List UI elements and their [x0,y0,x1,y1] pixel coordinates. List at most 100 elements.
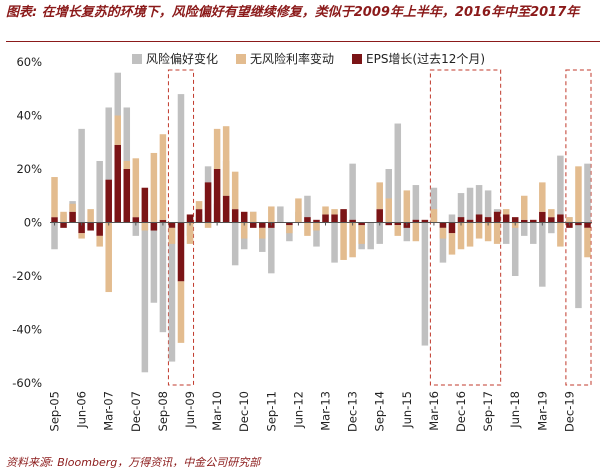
bar-risk-appetite-Mar-16 [430,187,438,223]
bar-eps-Dec-18 [530,219,537,223]
x-tick-label: Jun-18 [508,391,522,429]
bar-risk-appetite-Dec-15 [421,222,429,346]
bar-eps-Mar-15 [394,222,402,226]
bar-rate-change-Jun-16 [439,227,447,239]
bar-eps-Mar-06 [69,211,76,223]
axes: -60% -40% -20% 0% 20% 40% 60% Sep-05 Jun-06 Mar-0… [12,55,592,432]
bar-risk-appetite-Mar-19 [539,222,546,287]
bar-eps-Sep-12 [304,217,311,223]
bar-rate-change-Mar-06 [69,203,76,212]
bar-eps-Dec-09 [204,182,212,223]
bar-risk-appetite-Jun-19 [548,222,555,234]
bar-rate-change-Mar-11 [249,211,257,223]
bar-eps-Mar-13 [322,214,329,223]
bar-risk-appetite-Mar-18 [502,222,510,244]
bar-risk-appetite-Mar-07 [105,107,112,223]
bar-rate-change-Sep-09 [195,201,203,210]
bar-eps-Jun-17 [475,214,483,223]
legend-label-1: 风险偏好变化 [146,51,218,66]
x-tick-label: Jun-06 [75,391,89,429]
x-tick-label: Mar-16 [427,391,441,431]
x-tick-label: Mar-13 [319,391,333,431]
bar-rate-change-Sep-15 [412,222,420,242]
bar-rate-change-Mar-18 [502,209,510,215]
bar-rate-change-Mar-20 [575,166,582,223]
bar-eps-Sep-15 [412,219,420,223]
bar-eps-Mar-17 [466,219,474,223]
bar-eps-Mar-10 [213,169,221,223]
bar-rate-change-Jun-06 [78,233,85,239]
y-tick-label: 20% [16,162,42,176]
bar-risk-appetite-Sep-18 [520,222,528,236]
bar-eps-Dec-13 [349,219,356,223]
bar-rate-change-Dec-06 [96,235,103,247]
bar-rate-change-Jun-09 [186,222,194,244]
bar-rate-change-Jun-20 [584,227,591,258]
highlight-region-2 [429,69,502,386]
bar-rate-change-Sep-16 [448,233,456,255]
bar-risk-appetite-Sep-14 [376,222,383,244]
bar-risk-appetite-Sep-15 [412,185,420,223]
bar-rate-change-Dec-10 [240,222,248,239]
x-tick-label: Sep-17 [481,391,495,431]
bar-rate-change-Sep-18 [520,195,528,220]
bar-risk-appetite-Jun-08 [150,222,158,303]
bar-rate-change-Mar-17 [466,222,474,247]
bar-eps-Sep-18 [520,219,528,223]
x-tick-label: Jun-12 [291,391,305,429]
bar-rate-change-Mar-07 [105,222,112,293]
bar-risk-appetite-Sep-08 [159,222,167,333]
y-tick-label: -20% [12,269,42,283]
bar-risk-appetite-Sep-16 [448,214,456,223]
bar-eps-Sep-08 [159,219,167,223]
bar-rate-change-Sep-13 [340,222,347,260]
x-tick-label: Jun-15 [400,391,414,429]
bar-eps-Dec-15 [421,219,429,223]
legend-label-3: EPS增长(过去12个月) [366,52,485,66]
x-tick-label: Dec-19 [562,391,576,432]
bar-rate-change-Jun-08 [150,152,158,223]
bar-risk-appetite-Sep-10 [231,222,239,266]
bar-rate-change-Mar-15 [394,225,402,236]
bar-eps-Jun-13 [331,214,338,223]
y-tick-label: -60% [12,376,42,390]
x-tick-label: Mar-10 [210,391,224,431]
bar-rate-change-Jun-17 [475,222,483,239]
x-tick-label: Sep-08 [156,391,170,431]
legend-swatch-3 [352,54,362,64]
bar-rate-change-Dec-14 [385,198,393,223]
x-tick-label: Sep-11 [264,391,278,431]
bar-risk-appetite-Sep-17 [484,190,492,223]
bar-eps-Sep-07 [123,169,131,223]
legend-swatch-2 [236,54,246,64]
bar-rate-change-Dec-07 [132,158,140,218]
bar-rate-change-Dec-19 [566,217,573,223]
bar-rate-change-Dec-17 [493,222,501,244]
bar-risk-appetite-Mar-08 [141,222,149,373]
bar-risk-appetite-Sep-11 [268,222,275,274]
bar-eps-Jun-16 [439,222,447,228]
bar-risk-appetite-Dec-11 [277,206,284,223]
bar-risk-appetite-Jun-17 [475,185,483,223]
x-tick-label: Dec-13 [346,391,360,432]
bar-eps-Jun-09 [186,214,194,223]
bar-eps-Dec-08 [168,222,176,228]
bar-eps-Mar-12 [286,222,293,226]
bar-eps-Dec-07 [132,217,140,223]
bar-eps-Jun-07 [114,144,122,223]
bar-eps-Jun-08 [150,222,158,231]
bar-eps-Sep-10 [231,209,239,223]
bar-eps-Sep-06 [87,222,94,231]
bar-eps-Jun-18 [511,217,519,223]
bar-risk-appetite-Jun-18 [511,222,519,276]
bar-eps-Jun-06 [78,222,85,234]
bar-rate-change-Dec-16 [457,222,465,250]
bar-rate-change-Sep-06 [87,209,94,223]
bar-eps-Jun-10 [222,195,230,223]
bar-eps-Sep-05 [51,217,58,223]
bar-eps-Sep-16 [448,222,456,234]
bar-risk-appetite-Dec-06 [96,160,103,223]
bar-rate-change-Mar-16 [430,209,438,223]
y-tick-label: 0% [24,216,42,230]
